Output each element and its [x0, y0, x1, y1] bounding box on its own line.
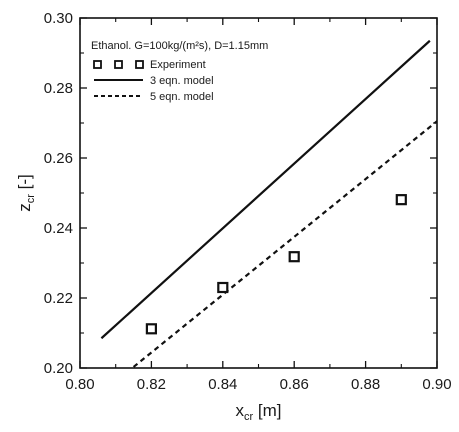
- y-axis-title-main: z: [15, 203, 34, 212]
- legend: Experiment 3 eqn. model 5 eqn. model: [93, 59, 214, 103]
- y-tick-label: 0.26: [44, 150, 73, 167]
- x-axis-title-main: x: [235, 401, 244, 420]
- x-tick-label: 0.82: [137, 376, 166, 393]
- legend-item-3-eqn-model: 3 eqn. model: [94, 75, 214, 87]
- legend-marker-experiment: [135, 60, 144, 69]
- y-tick-label: 0.28: [44, 80, 73, 97]
- data-point-experiment: [395, 194, 407, 206]
- y-tick-label: 0.20: [44, 360, 73, 377]
- x-tick-label: 0.90: [422, 376, 451, 393]
- x-axis-title: xcr [m]: [235, 401, 281, 423]
- x-tick-label: 0.86: [280, 376, 309, 393]
- data-point-experiment: [288, 251, 300, 263]
- y-tick-label: 0.30: [44, 10, 73, 27]
- x-tick-label: 0.80: [65, 376, 94, 393]
- clipped-marks: [100, 39, 437, 368]
- legend-marker-experiment: [114, 60, 123, 69]
- y-tick-label: 0.24: [44, 220, 73, 237]
- x-tick-label: 0.88: [351, 376, 380, 393]
- legend-marker-experiment: [93, 60, 102, 69]
- x-tick-label: 0.84: [208, 376, 237, 393]
- series-line-3-eqn-model: [100, 39, 431, 340]
- plot-frame: [79, 17, 438, 369]
- plot-area: [79, 17, 438, 369]
- chart-annotation: Ethanol. G=100kg/(m²s), D=1.15mm: [91, 40, 268, 52]
- legend-label-5-eqn-model: 5 eqn. model: [150, 91, 214, 103]
- legend-item-5-eqn-model: 5 eqn. model: [94, 91, 214, 103]
- y-tick-label: 0.22: [44, 290, 73, 307]
- series-line-5-eqn-model: [132, 120, 437, 368]
- legend-label-experiment: Experiment: [150, 59, 206, 71]
- axis-ticks: 0.80 0.82 0.84 0.86 0.88 0.90 0.20 0.22 0.24 0.26…: [44, 10, 452, 393]
- x-axis-title-unit: [m]: [253, 401, 281, 420]
- y-axis-title: zcr [-]: [15, 174, 37, 212]
- legend-item-experiment: Experiment: [93, 59, 206, 71]
- legend-label-3-eqn-model: 3 eqn. model: [150, 75, 214, 87]
- x-axis-title-sub: cr: [244, 411, 254, 423]
- y-axis-title-unit: [-]: [15, 174, 34, 194]
- series-marks: [100, 39, 437, 368]
- y-axis-title-sub: cr: [25, 194, 37, 204]
- data-point-experiment: [145, 323, 157, 335]
- data-point-experiment: [217, 281, 229, 294]
